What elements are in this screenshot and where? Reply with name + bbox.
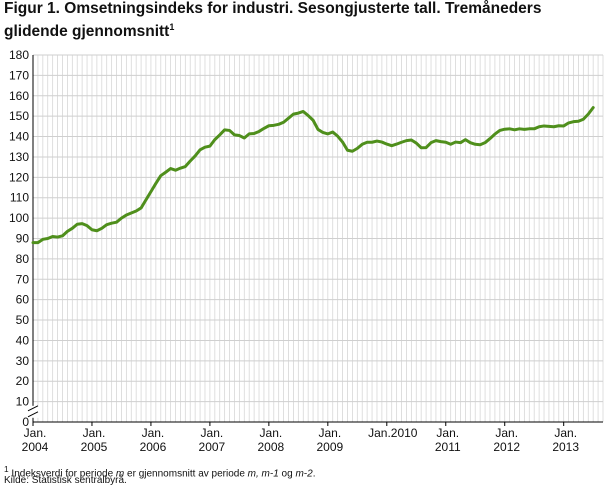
line-chart: 0 10 20 30 40 50 60 70 80 90 100 110 120 130 140 150 160… [9, 48, 604, 454]
footnote-part-3: er gjennomsnitt av periode [124, 468, 248, 480]
x-tick-label: Jan. [260, 426, 283, 440]
footnote: 1 Indeksverdi for periode m er gjennomsn… [4, 463, 315, 480]
x-tick-label: Jan. [436, 426, 459, 440]
footnote-part-6: m-2 [295, 468, 313, 480]
y-tick-label: 120 [9, 170, 29, 184]
y-tick-label: 110 [10, 191, 29, 205]
y-tick-label: 160 [9, 89, 29, 103]
y-tick-label: 80 [16, 252, 30, 266]
x-tick-label: Jan. [201, 426, 224, 440]
y-tick-label: 30 [16, 354, 30, 368]
chart-title: Figur 1. Omsetningsindeks for industri. … [4, 0, 604, 41]
footnote-part-7: . [312, 468, 316, 480]
x-tick-label: Jan. [83, 426, 106, 440]
y-tick-label: 100 [9, 211, 29, 225]
y-tick-label: 180 [9, 48, 29, 62]
y-axis: 0 10 20 30 40 50 60 70 80 90 100 110 120 130 140 150 160… [9, 48, 39, 429]
y-tick-label: 90 [16, 232, 30, 246]
x-tick-label: Jan. [495, 426, 518, 440]
x-tick-label-year: 2007 [199, 440, 226, 454]
footnote-part-1: Indeksverdi for periode [8, 468, 116, 480]
y-tick-label: 140 [9, 130, 29, 144]
x-tick-label: Jan. [554, 426, 577, 440]
chart-grid [32, 54, 604, 423]
y-tick-label: 60 [16, 293, 30, 307]
axis-break-mark [27, 411, 39, 418]
y-tick-label: 170 [9, 68, 29, 82]
series-layer [31, 106, 595, 245]
y-tick-label: 40 [16, 333, 30, 347]
y-tick-label: 50 [16, 313, 30, 327]
y-tick-label: 70 [16, 272, 30, 286]
y-tick-label: 0 [22, 415, 29, 429]
chart-title-footnote-marker: 1 [169, 22, 175, 32]
x-tick-label-year: 2012 [493, 440, 520, 454]
x-tick-label: Jan. [142, 426, 165, 440]
axis-break-mark [27, 405, 39, 412]
x-tick-label-year: 2009 [316, 440, 343, 454]
footnote-part-2: m [115, 468, 125, 480]
x-tick-label-year: 2013 [552, 440, 579, 454]
x-tick-label: Jan. [318, 426, 341, 440]
x-tick-label-year: 2006 [140, 440, 167, 454]
x-tick-label: Jan. [24, 426, 47, 440]
x-tick-label-year: 2004 [22, 440, 49, 454]
footnote-part-5: og [278, 468, 296, 480]
footnote-part-4: m, m-1 [247, 468, 279, 480]
y-tick-label: 20 [16, 374, 30, 388]
series-line [31, 106, 595, 245]
y-tick-label: 10 [16, 395, 30, 409]
source-note: Kilde: Statistisk sentralbyrå. [4, 475, 127, 486]
footnote-marker: 1 [4, 464, 9, 474]
x-tick-label-year: 2008 [258, 440, 285, 454]
x-tick-label: Jan.2010 [368, 426, 418, 440]
x-tick-label-year: 2011 [435, 440, 461, 454]
y-tick-label: 130 [9, 150, 29, 164]
x-tick-label-year: 2005 [81, 440, 108, 454]
chart-title-text: Figur 1. Omsetningsindeks for industri. … [4, 0, 542, 41]
y-tick-label: 150 [9, 109, 29, 123]
x-axis: Jan.2004Jan.2005Jan.2006Jan.2007Jan.2008… [22, 421, 603, 454]
axis-break-mask [27, 405, 39, 418]
